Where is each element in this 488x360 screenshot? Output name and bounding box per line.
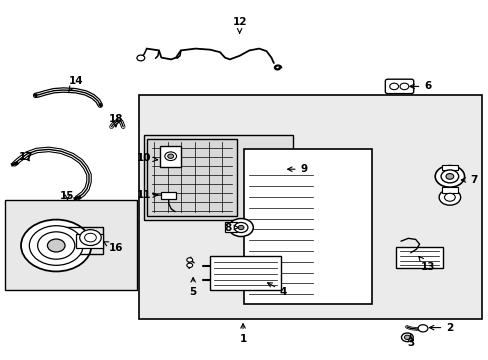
Circle shape (438, 189, 460, 205)
Text: 9: 9 (287, 164, 307, 174)
FancyBboxPatch shape (441, 187, 457, 193)
FancyBboxPatch shape (385, 79, 413, 94)
Text: 14: 14 (68, 76, 83, 91)
FancyBboxPatch shape (224, 222, 237, 232)
Text: 13: 13 (418, 257, 434, 272)
Circle shape (401, 333, 412, 342)
Text: 15: 15 (60, 191, 75, 201)
Text: 8: 8 (224, 222, 238, 233)
Text: 7: 7 (460, 175, 477, 185)
FancyBboxPatch shape (5, 200, 137, 290)
Circle shape (164, 152, 176, 161)
Circle shape (80, 230, 101, 246)
Circle shape (84, 233, 96, 242)
Circle shape (21, 220, 91, 271)
FancyBboxPatch shape (139, 95, 481, 319)
Text: 4: 4 (267, 283, 287, 297)
Circle shape (186, 258, 192, 262)
Circle shape (445, 174, 453, 179)
Text: 17: 17 (19, 152, 33, 162)
Circle shape (444, 193, 454, 201)
Circle shape (228, 219, 253, 237)
Circle shape (417, 325, 427, 332)
FancyBboxPatch shape (441, 165, 457, 170)
FancyBboxPatch shape (244, 149, 371, 304)
Text: 5: 5 (189, 278, 196, 297)
Text: 10: 10 (137, 153, 157, 163)
Circle shape (137, 55, 144, 61)
Text: 2: 2 (428, 323, 452, 333)
Text: 12: 12 (232, 17, 246, 33)
Text: 1: 1 (239, 324, 246, 344)
Circle shape (404, 335, 409, 339)
Circle shape (389, 83, 398, 90)
Circle shape (186, 263, 192, 267)
FancyBboxPatch shape (76, 234, 102, 248)
Circle shape (38, 232, 75, 259)
FancyBboxPatch shape (144, 135, 293, 220)
Text: 11: 11 (137, 190, 157, 200)
Circle shape (167, 154, 173, 158)
Circle shape (47, 239, 65, 252)
FancyBboxPatch shape (146, 139, 237, 216)
Text: 3: 3 (407, 335, 413, 348)
Text: 18: 18 (108, 114, 123, 127)
FancyBboxPatch shape (161, 192, 176, 199)
Circle shape (29, 226, 83, 265)
FancyBboxPatch shape (395, 247, 442, 268)
Circle shape (399, 83, 408, 90)
Text: 16: 16 (103, 242, 123, 253)
Circle shape (238, 225, 244, 230)
Circle shape (440, 170, 458, 183)
Circle shape (234, 222, 247, 233)
FancyBboxPatch shape (160, 146, 181, 167)
Text: 6: 6 (409, 81, 430, 91)
Circle shape (434, 166, 464, 187)
FancyBboxPatch shape (210, 256, 281, 290)
